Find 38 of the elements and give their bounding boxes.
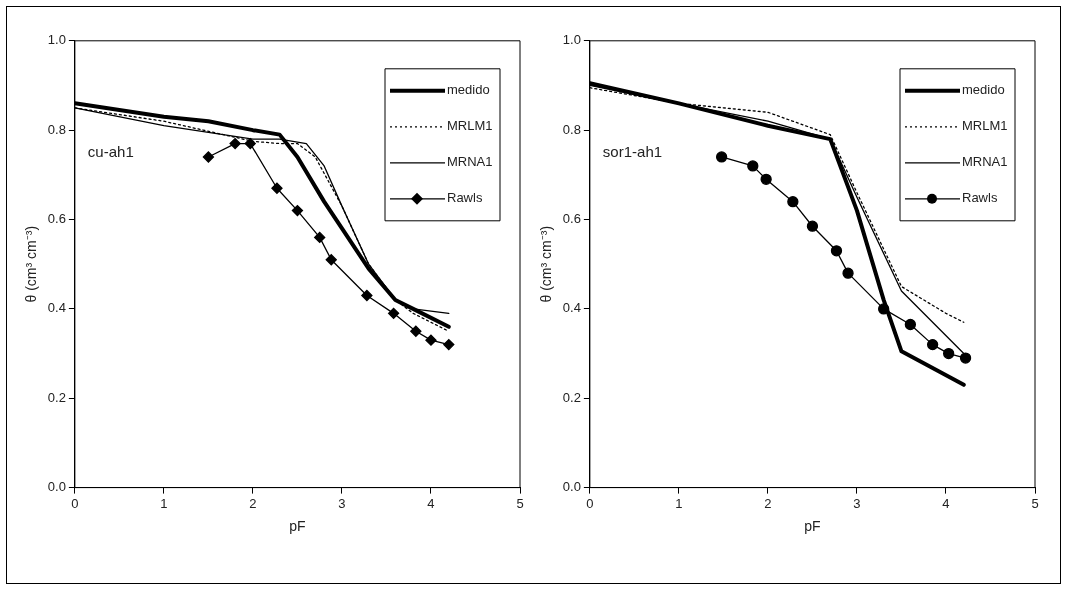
y-tick-label: 1.0	[47, 32, 66, 48]
legend-label: MRNA1	[962, 154, 1008, 170]
y-tick-label: 0.4	[562, 300, 581, 316]
y-tick-label: 0.4	[47, 300, 66, 316]
legend-label: Rawls	[447, 190, 483, 206]
x-tick-label: 1	[675, 495, 683, 511]
y-tick-label: 0.0	[562, 479, 581, 495]
y-tick-label: 0.6	[47, 211, 66, 227]
y-tick-label: 0.0	[47, 479, 66, 495]
x-tick-label: 3	[338, 495, 346, 511]
x-tick-label: 2	[764, 495, 772, 511]
x-axis-title: pF	[804, 518, 821, 535]
x-tick-label: 3	[853, 495, 861, 511]
y-tick-label: 1.0	[562, 32, 581, 48]
x-axis-title: pF	[289, 518, 306, 535]
x-tick-label: 5	[516, 495, 524, 511]
legend-label: Rawls	[962, 190, 998, 206]
x-tick-label: 1	[160, 495, 168, 511]
x-tick-label: 5	[1031, 495, 1039, 511]
y-axis-title: θ (cm³ cm⁻³)	[538, 225, 555, 303]
legend-label: MRNA1	[447, 154, 493, 170]
y-tick-label: 0.8	[47, 121, 66, 137]
legend-label: MRLM1	[962, 118, 1008, 134]
y-tick-label: 0.6	[562, 211, 581, 227]
x-tick-label: 0	[71, 495, 79, 511]
legend-label: MRLM1	[447, 118, 493, 134]
y-tick-label: 0.2	[562, 389, 581, 405]
y-tick-label: 0.8	[562, 121, 581, 137]
annotation: sor1-ah1	[602, 142, 663, 160]
x-tick-label: 4	[942, 495, 950, 511]
y-tick-label: 0.2	[47, 389, 66, 405]
legend-label: medido	[962, 82, 1005, 98]
legend-label: medido	[447, 82, 490, 98]
x-tick-label: 2	[249, 495, 257, 511]
annotation: cu-ah1	[87, 142, 134, 160]
x-tick-label: 0	[586, 495, 594, 511]
y-axis-title: θ (cm³ cm⁻³)	[23, 225, 40, 303]
x-tick-label: 4	[427, 495, 435, 511]
